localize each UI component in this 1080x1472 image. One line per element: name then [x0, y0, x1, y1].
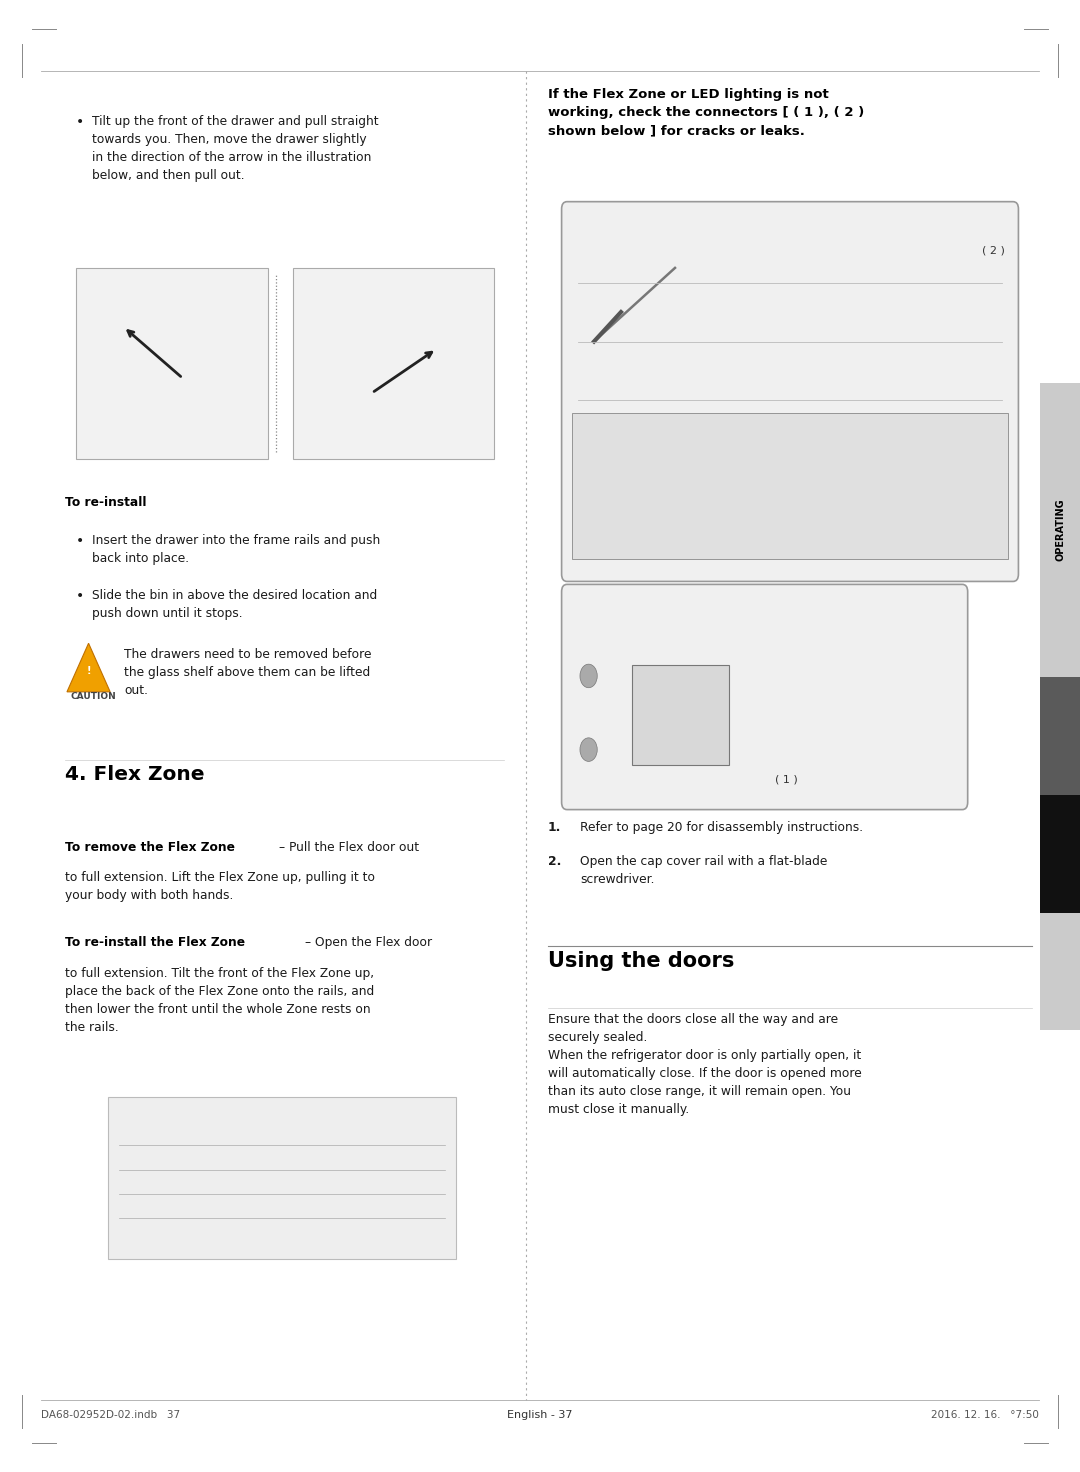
Text: •: •	[76, 115, 84, 130]
Text: Open the cap cover rail with a flat-blade
screwdriver.: Open the cap cover rail with a flat-blad…	[580, 855, 827, 886]
Bar	[572, 414, 1008, 559]
Text: 1.: 1.	[548, 821, 561, 835]
Text: 4. Flex Zone: 4. Flex Zone	[65, 765, 204, 785]
Bar	[293, 268, 494, 459]
Text: •: •	[76, 534, 84, 549]
Text: The drawers need to be removed before
the glass shelf above them can be lifted
o: The drawers need to be removed before th…	[124, 648, 372, 696]
Text: to full extension. Lift the Flex Zone up, pulling it to
your body with both hand: to full extension. Lift the Flex Zone up…	[65, 871, 375, 902]
Text: English - 37: English - 37	[508, 1410, 572, 1420]
Text: 2016. 12. 16.   °7:50: 2016. 12. 16. °7:50	[931, 1410, 1039, 1420]
Text: 2.: 2.	[548, 855, 561, 868]
Text: To re-install the Flex Zone: To re-install the Flex Zone	[65, 936, 245, 949]
Text: DA68-02952D-02.indb   37: DA68-02952D-02.indb 37	[41, 1410, 180, 1420]
Bar	[632, 665, 729, 765]
Text: If the Flex Zone or LED lighting is not
working, check the connectors [ ( 1 ), (: If the Flex Zone or LED lighting is not …	[548, 88, 864, 137]
Text: Using the doors: Using the doors	[548, 951, 734, 972]
Text: •: •	[76, 589, 84, 604]
Text: To re-install: To re-install	[65, 496, 146, 509]
Text: Insert the drawer into the frame rails and push
back into place.: Insert the drawer into the frame rails a…	[92, 534, 380, 565]
Text: CAUTION: CAUTION	[70, 692, 116, 701]
Bar	[76, 268, 268, 459]
Text: OPERATING: OPERATING	[1055, 499, 1065, 561]
Text: Tilt up the front of the drawer and pull straight
towards you. Then, move the dr: Tilt up the front of the drawer and pull…	[92, 115, 378, 183]
Text: – Open the Flex door: – Open the Flex door	[305, 936, 432, 949]
Circle shape	[580, 664, 597, 687]
Text: !: !	[86, 667, 91, 676]
Text: ( 2 ): ( 2 )	[982, 246, 1004, 256]
Polygon shape	[67, 643, 110, 692]
Text: To remove the Flex Zone: To remove the Flex Zone	[65, 841, 234, 854]
FancyBboxPatch shape	[562, 584, 968, 810]
Text: Refer to page 20 for disassembly instructions.: Refer to page 20 for disassembly instruc…	[580, 821, 863, 835]
Text: ( 1 ): ( 1 )	[774, 774, 798, 785]
Text: – Pull the Flex door out: – Pull the Flex door out	[279, 841, 419, 854]
Circle shape	[580, 737, 597, 761]
FancyBboxPatch shape	[562, 202, 1018, 581]
Bar	[1040, 383, 1080, 677]
Bar	[1040, 795, 1080, 913]
Bar	[1040, 913, 1080, 1030]
Bar	[1040, 677, 1080, 795]
Text: Ensure that the doors close all the way and are
securely sealed.
When the refrig: Ensure that the doors close all the way …	[548, 1013, 862, 1116]
Text: to full extension. Tilt the front of the Flex Zone up,
place the back of the Fle: to full extension. Tilt the front of the…	[65, 967, 374, 1035]
Text: Slide the bin in above the desired location and
push down until it stops.: Slide the bin in above the desired locat…	[92, 589, 377, 620]
Bar	[108, 1097, 456, 1259]
